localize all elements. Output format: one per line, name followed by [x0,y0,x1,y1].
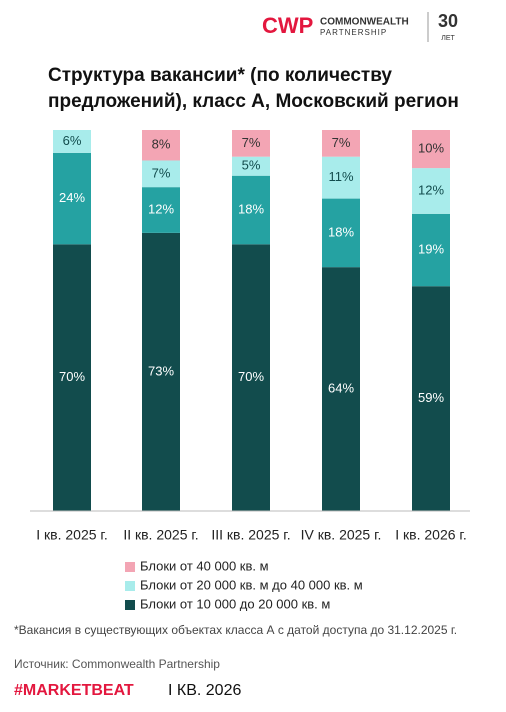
value-label: 7% [242,135,261,150]
bar-segment [322,198,360,268]
bar-segment [232,156,270,176]
bar-segment [322,130,360,157]
value-label: 7% [152,165,171,180]
x-tick-label: II кв. 2025 г. [123,527,198,543]
footnote: *Вакансия в существующих объектах класса… [14,623,457,637]
value-label: 70% [59,369,85,384]
legend-label: Блоки от 20 000 кв. м до 40 000 кв. м [140,577,363,592]
bar-segment [53,152,91,245]
legend-label: Блоки от 10 000 до 20 000 кв. м [140,596,330,611]
x-tick-label: I кв. 2026 г. [395,527,466,543]
bar-segment [412,213,450,287]
x-tick-label: IV кв. 2025 г. [301,527,382,543]
bar-segment [142,187,180,233]
bar-segment [142,160,180,188]
value-label: 12% [418,182,444,197]
source: Источник: Commonwealth Partnership [14,657,220,671]
brand: #MARKETBEAT [14,682,134,699]
value-label: 8% [152,137,171,152]
legend-swatch [125,581,135,591]
value-label: 59% [418,390,444,405]
bar-segment [232,175,270,245]
logo-mark: CWP [262,13,313,38]
bar-segment [232,244,270,512]
x-tick-label: III кв. 2025 г. [211,527,290,543]
logo-30: 30 [438,11,458,31]
value-label: 12% [148,201,174,216]
logo-text: COMMONWEALTH [320,17,409,28]
value-label: 7% [332,135,351,150]
bar-segment [412,130,450,169]
value-label: 19% [418,241,444,256]
logo-text: PARTNERSHIP [320,28,387,37]
period: I КВ. 2026 [168,682,241,699]
value-label: 64% [328,381,354,396]
bar-segment [412,168,450,214]
bar-segment [142,130,180,161]
logo-years: ЛЕТ [441,35,455,42]
value-label: 10% [418,140,444,155]
bar-segment [322,267,360,511]
legend-swatch [125,562,135,572]
bar-segment [322,156,360,199]
value-label: 18% [238,201,264,216]
x-tick-label: I кв. 2025 г. [36,527,107,543]
legend-swatch [125,600,135,610]
value-label: 6% [63,133,82,148]
bar-segment [53,130,91,153]
chart-title: предложений), класс А, Московский регион [48,91,459,112]
value-label: 5% [242,158,261,173]
bar-segment [412,286,450,511]
value-label: 24% [59,190,85,205]
value-label: 73% [148,363,174,378]
value-label: 18% [328,224,354,239]
legend-label: Блоки от 40 000 кв. м [140,558,269,573]
chart-title: Структура вакансии* (по количеству [48,65,392,86]
bar-segment [142,232,180,511]
value-label: 70% [238,369,264,384]
bar-segment [53,244,91,512]
value-label: 11% [328,169,353,184]
bar-segment [232,130,270,157]
